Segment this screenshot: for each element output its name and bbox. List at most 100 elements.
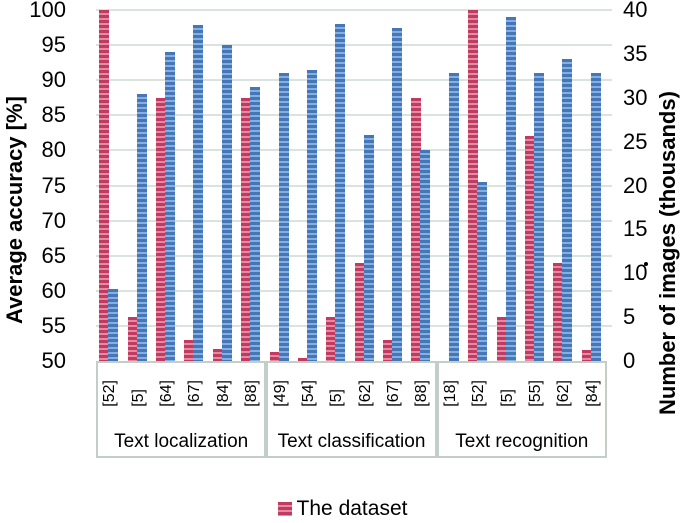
- category-group-box: [266, 361, 437, 458]
- category-ref-label: [62]: [555, 380, 573, 407]
- category-ref-label: [52]: [101, 380, 119, 407]
- bar-accuracy: [335, 24, 346, 361]
- left-axis-tick-label: 70: [41, 207, 66, 233]
- right-axis-tick-mark: [603, 219, 612, 222]
- gridline: [96, 79, 607, 82]
- bar-dataset: [184, 339, 195, 361]
- category-ref-label: [55]: [527, 380, 545, 407]
- bar-dataset: [581, 350, 592, 361]
- bar-dataset: [354, 262, 365, 361]
- bar-accuracy: [164, 52, 175, 361]
- right-axis-tick-label: 20: [623, 172, 648, 198]
- bar-dataset: [411, 97, 422, 361]
- bar-dataset: [383, 339, 394, 361]
- right-axis-tick-label: 10: [623, 260, 648, 286]
- right-axis-tick-mark: [603, 254, 612, 257]
- bar-accuracy: [562, 59, 573, 361]
- left-axis-tick-label: 80: [41, 137, 66, 163]
- category-ref-label: [5]: [498, 389, 516, 407]
- gridline: [96, 254, 607, 257]
- bar-accuracy: [505, 17, 516, 361]
- bar-dataset: [269, 352, 280, 361]
- bar-accuracy: [477, 182, 488, 361]
- bar-accuracy: [108, 289, 119, 361]
- bar-dataset: [99, 10, 110, 361]
- bar-accuracy: [250, 87, 261, 361]
- category-ref-label: [18]: [441, 380, 459, 407]
- right-axis-tick-mark: [603, 79, 612, 82]
- bar-accuracy: [363, 134, 374, 361]
- bar-accuracy: [392, 27, 403, 361]
- right-axis-tick-mark: [603, 289, 612, 292]
- bar-dataset: [212, 348, 223, 361]
- category-ref-label: [49]: [271, 380, 289, 407]
- category-group-box: [436, 361, 607, 458]
- category-group-title: Text localization: [114, 431, 249, 452]
- left-axis-tick-label: 100: [29, 0, 66, 22]
- category-ref-label: [5]: [328, 389, 346, 407]
- right-axis-tick-mark: [603, 149, 612, 152]
- bar-dataset: [297, 358, 308, 361]
- category-ref-label: [88]: [243, 380, 261, 407]
- category-group-title: Text recognition: [455, 431, 589, 452]
- category-group-box: [96, 361, 267, 458]
- right-axis-tick-label: 0: [623, 348, 636, 373]
- left-axis-tick-label: 60: [41, 277, 66, 303]
- category-ref-label: [84]: [583, 380, 601, 407]
- left-axis-tick-label: 95: [41, 32, 66, 58]
- bar-dataset: [553, 262, 564, 361]
- category-ref-label: [5]: [129, 389, 147, 407]
- category-ref-label: [67]: [186, 380, 204, 407]
- right-axis-tick-label: 15: [623, 216, 648, 242]
- bar-dataset: [326, 317, 337, 361]
- bar-accuracy: [420, 150, 431, 361]
- bar-accuracy: [278, 73, 289, 361]
- bar-accuracy: [534, 73, 545, 361]
- gridline: [96, 9, 607, 11]
- right-axis-tick-label: 35: [623, 40, 648, 66]
- category-ref-label: [67]: [385, 380, 403, 407]
- category-ref-label: [52]: [470, 380, 488, 407]
- category-ref-label: [62]: [356, 380, 374, 407]
- right-axis-title: Number of images (thousands): [655, 91, 680, 415]
- right-axis-tick-mark: [603, 114, 612, 117]
- left-axis-tick-label: 55: [41, 312, 66, 338]
- category-ref-label: [84]: [214, 380, 232, 407]
- bar-dataset: [525, 136, 536, 361]
- legend-label-dataset: The dataset: [296, 497, 408, 520]
- bar-dataset: [496, 317, 507, 361]
- stray-dot: [644, 262, 648, 266]
- gridline: [96, 114, 607, 117]
- category-ref-label: [54]: [299, 380, 317, 407]
- category-ref-label: [88]: [413, 380, 431, 407]
- right-axis-tick-label: 30: [623, 84, 648, 110]
- bar-dataset: [468, 10, 479, 361]
- bar-accuracy: [448, 73, 459, 361]
- gridline: [96, 184, 607, 187]
- bar-accuracy: [221, 45, 232, 361]
- bar-dataset: [127, 317, 138, 361]
- right-axis-tick-label: 25: [623, 128, 648, 154]
- left-axis-tick-label: 75: [41, 172, 66, 198]
- gridline: [96, 219, 607, 222]
- left-axis-tick-label: 90: [41, 67, 66, 93]
- category-ref-label: [64]: [157, 380, 175, 407]
- left-axis-tick-label: 50: [41, 348, 66, 373]
- right-axis-tick-label: 5: [623, 304, 636, 330]
- right-axis-tick-mark: [603, 184, 612, 187]
- legend-marker-dataset-icon: [277, 502, 292, 516]
- right-axis-tick-label: 40: [623, 0, 648, 22]
- bar-accuracy: [136, 94, 147, 361]
- right-axis-tick-mark: [603, 324, 612, 327]
- bar-dataset: [241, 97, 252, 361]
- right-axis-tick-mark: [603, 44, 612, 47]
- plot-area: [96, 9, 607, 361]
- right-axis-tick-mark: [603, 9, 612, 11]
- gridline: [96, 44, 607, 47]
- gridline: [96, 324, 607, 327]
- gridline: [96, 289, 607, 292]
- left-axis-tick-label: 65: [41, 242, 66, 268]
- gridline: [96, 149, 607, 152]
- legend: The dataset: [0, 497, 685, 521]
